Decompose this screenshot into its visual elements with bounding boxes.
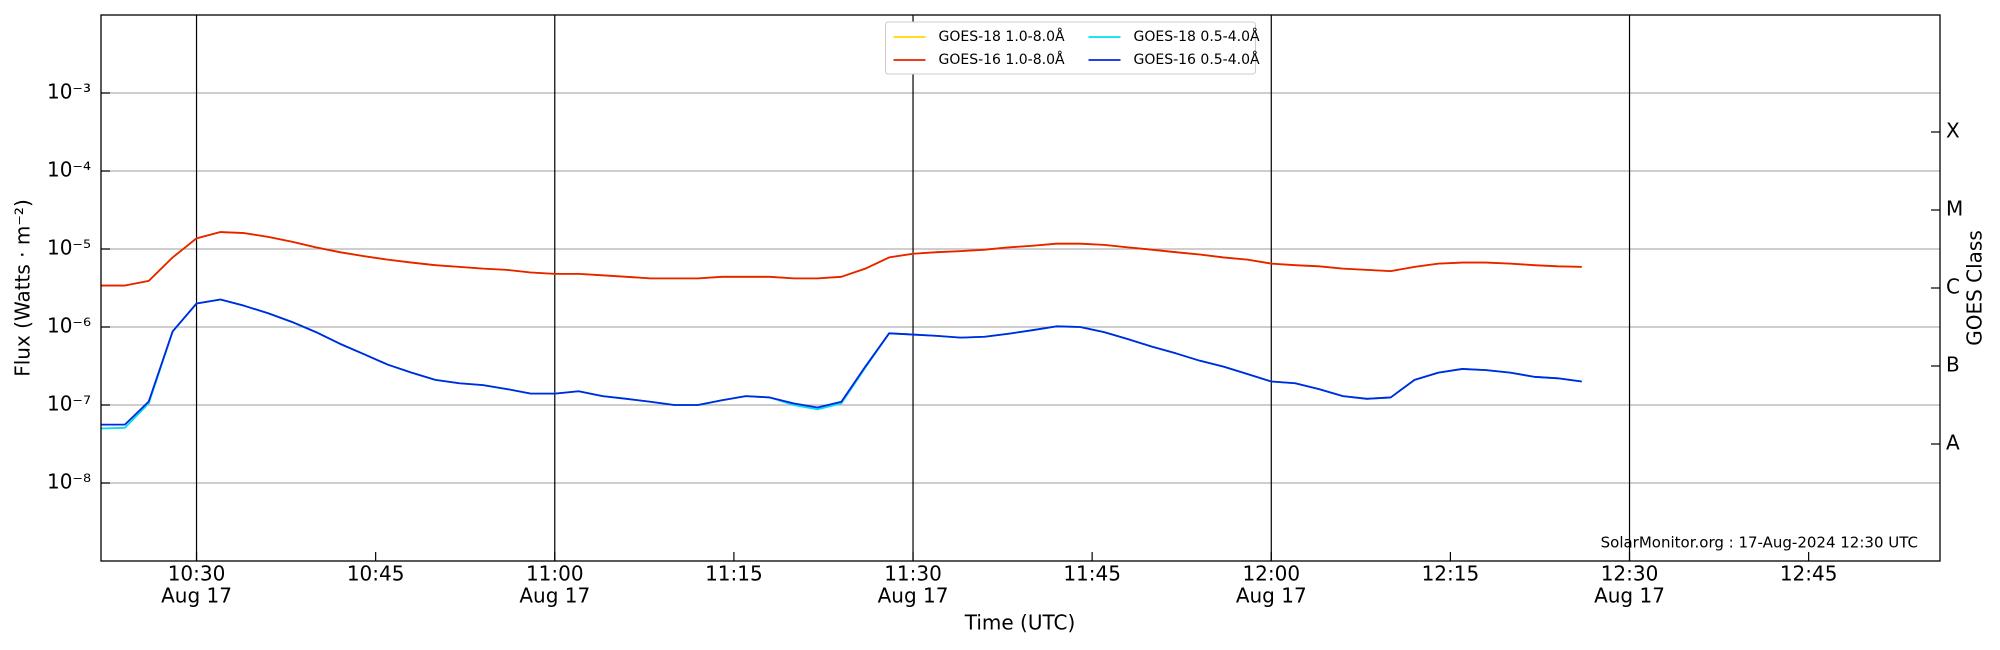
x-tick-label: 11:15 <box>705 562 763 586</box>
x-tick-date: Aug 17 <box>1236 584 1307 608</box>
y-tick-label: 10⁻³ <box>47 80 91 104</box>
x-tick-date: Aug 17 <box>1594 584 1665 608</box>
x-tick-label: 12:15 <box>1422 562 1480 586</box>
x-tick-label: 10:30 <box>168 562 226 586</box>
x-tick-label: 12:30 <box>1601 562 1659 586</box>
legend-box <box>885 21 1256 75</box>
y-tick-label: 10⁻⁷ <box>47 392 91 416</box>
y-axis-label: Flux (Watts · m⁻²) <box>11 199 35 377</box>
y2-tick-label: B <box>1946 352 1960 376</box>
x-tick-date: Aug 17 <box>519 584 590 608</box>
y-tick-label: 10⁻⁴ <box>47 158 91 182</box>
x-tick-label: 12:00 <box>1242 562 1300 586</box>
series-line <box>101 298 1582 426</box>
legend-label: GOES-16 1.0-8.0Å <box>939 51 1065 68</box>
y2-tick-label: X <box>1946 118 1960 142</box>
x-tick-date: Aug 17 <box>161 584 232 608</box>
x-tick-label: 11:00 <box>526 562 584 586</box>
x-tick-label: 11:30 <box>884 562 942 586</box>
legend-label: GOES-18 1.0-8.0Å <box>939 28 1065 45</box>
plot-frame <box>100 14 1941 562</box>
x-tick-label: 12:45 <box>1780 562 1838 586</box>
x-tick-label: 11:45 <box>1063 562 1121 586</box>
y2-tick-label: A <box>1946 430 1960 454</box>
x-tick-label: 10:45 <box>347 562 405 586</box>
y2-tick-label: M <box>1946 196 1963 220</box>
y2-tick-label: C <box>1946 274 1960 298</box>
y-tick-label: 10⁻⁵ <box>47 236 91 260</box>
y-tick-label: 10⁻⁸ <box>47 470 91 494</box>
annotation: SolarMonitor.org : 17-Aug-2024 12:30 UTC <box>1601 534 1918 552</box>
x-axis-label: Time (UTC) <box>964 611 1076 635</box>
y2-axis-label: GOES Class <box>1963 230 1987 346</box>
x-tick-date: Aug 17 <box>878 584 949 608</box>
legend-label: GOES-18 0.5-4.0Å <box>1134 28 1260 45</box>
legend-label: GOES-16 0.5-4.0Å <box>1134 51 1260 68</box>
series-line <box>101 231 1582 287</box>
y-tick-label: 10⁻⁶ <box>47 314 91 338</box>
